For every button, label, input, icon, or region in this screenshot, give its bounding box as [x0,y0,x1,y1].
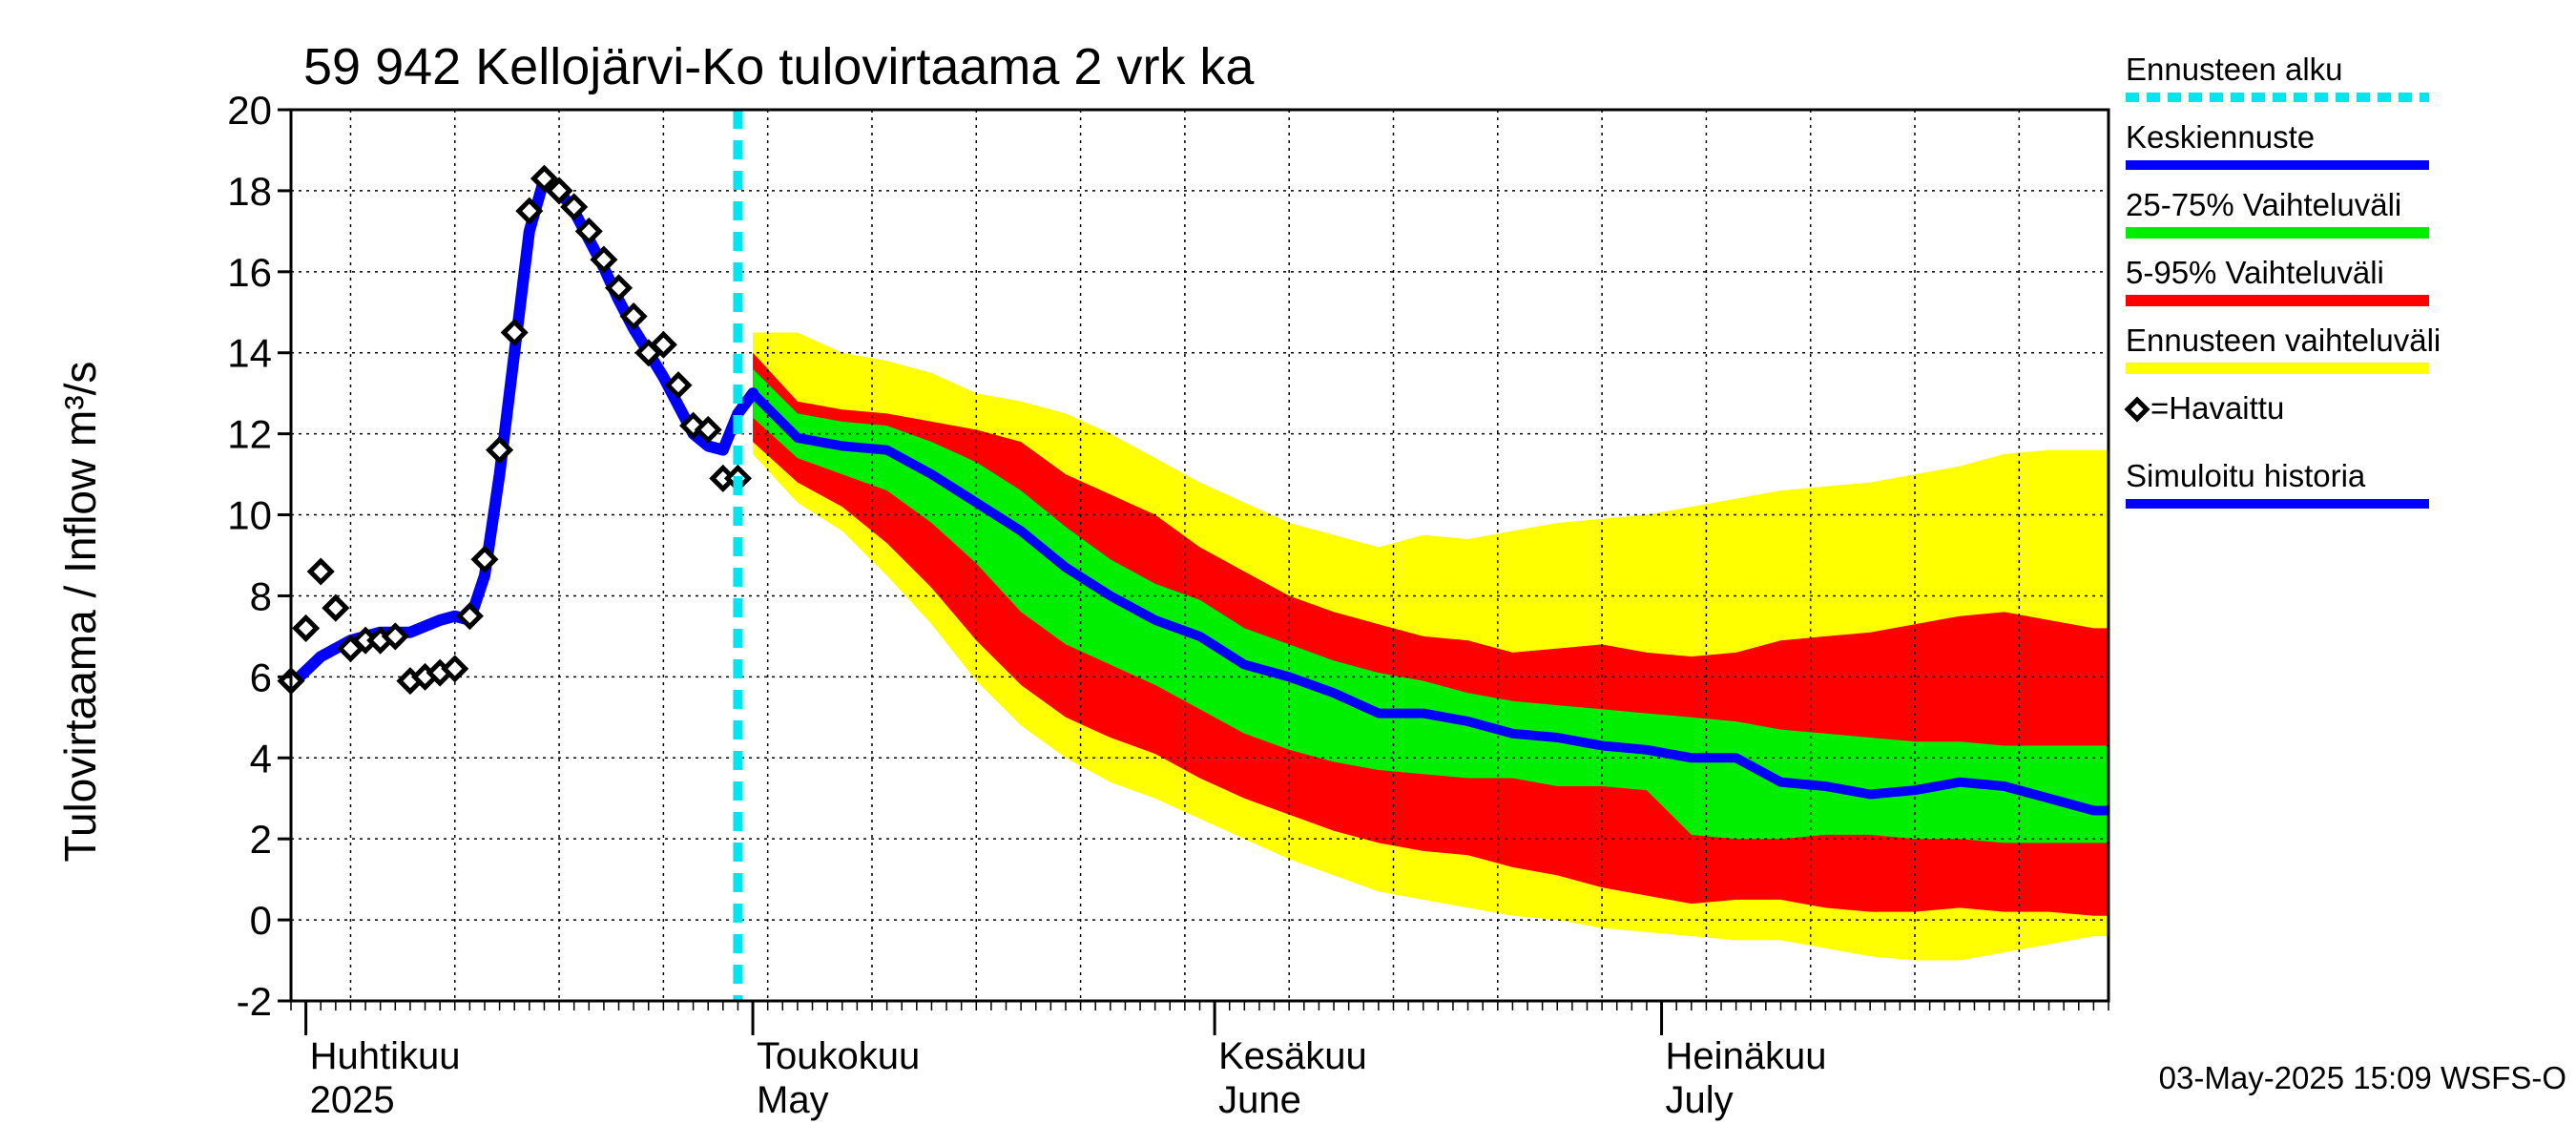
y-axis-ticks: -2 0 2 4 6 8 10 12 14 16 18 20 [227,88,291,1024]
observed-point [470,545,499,573]
observed-point [545,177,573,205]
observed-point [590,245,618,274]
legend-label: Keskiennuste [2126,119,2315,155]
observed-point [530,164,558,193]
month-label: Kesäkuu [1218,1035,1367,1077]
grid-lines [291,109,2109,1002]
observed-point [292,614,321,642]
observed-point [574,217,603,245]
legend-label: 5-95% Vaihteluväli [2126,255,2384,290]
observed-point [322,593,350,622]
month-sublabel: May [757,1079,829,1121]
observed-point [455,602,484,631]
observed-point [619,302,648,331]
y-tick-label: 18 [227,169,272,214]
observed-point [649,330,677,359]
plot-area [277,108,2110,1003]
observed-point [604,274,634,302]
month-label: Huhtikuu [310,1035,461,1077]
legend-label: Ennusteen alku [2126,52,2343,87]
observed-point [664,371,693,400]
y-tick-label: 4 [250,736,272,781]
y-tick-label: 16 [227,250,272,295]
legend-marker [2124,396,2150,423]
y-tick-label: 2 [250,817,272,862]
observed-point [486,436,514,465]
y-tick-label: 14 [227,331,272,376]
observed-point [500,318,529,347]
month-sublabel: July [1666,1079,1734,1121]
observed-point [306,557,335,586]
legend-label: =Havaittu [2150,390,2284,426]
observed-point [441,655,469,683]
observed-point [515,197,544,225]
month-sublabel: 2025 [310,1079,395,1121]
y-tick-label: 0 [250,898,272,943]
month-label: Toukokuu [757,1035,920,1077]
observed-point [560,193,589,221]
band-25-75 [753,368,2109,843]
legend-label: Ennusteen vaihteluväli [2126,323,2441,358]
month-sublabel: June [1218,1079,1301,1121]
y-axis-label: Tulovirtaama / Inflow m³/s [55,362,105,863]
footer-timestamp: 03-May-2025 15:09 WSFS-O [2159,1060,2566,1095]
legend-label: 25-75% Vaihteluväli [2126,187,2401,222]
observed-markers [277,164,752,696]
y-tick-label: 12 [227,412,272,457]
observed-point [381,622,409,651]
y-tick-label: 8 [250,573,272,618]
legend-label: Simuloitu historia [2126,458,2366,493]
observed-point [694,415,722,444]
y-tick-label: 20 [227,88,272,133]
y-tick-label: 6 [250,655,272,699]
chart-title: 59 942 Kellojärvi-Ko tulovirtaama 2 vrk … [303,38,1255,95]
y-tick-label: 10 [227,493,272,538]
month-label: Heinäkuu [1666,1035,1827,1077]
median-forecast-line [749,389,2109,816]
y-tick-label: -2 [237,979,272,1024]
legend: Ennusteen alku Keskiennuste 25-75% Vaihtel… [2124,52,2441,509]
